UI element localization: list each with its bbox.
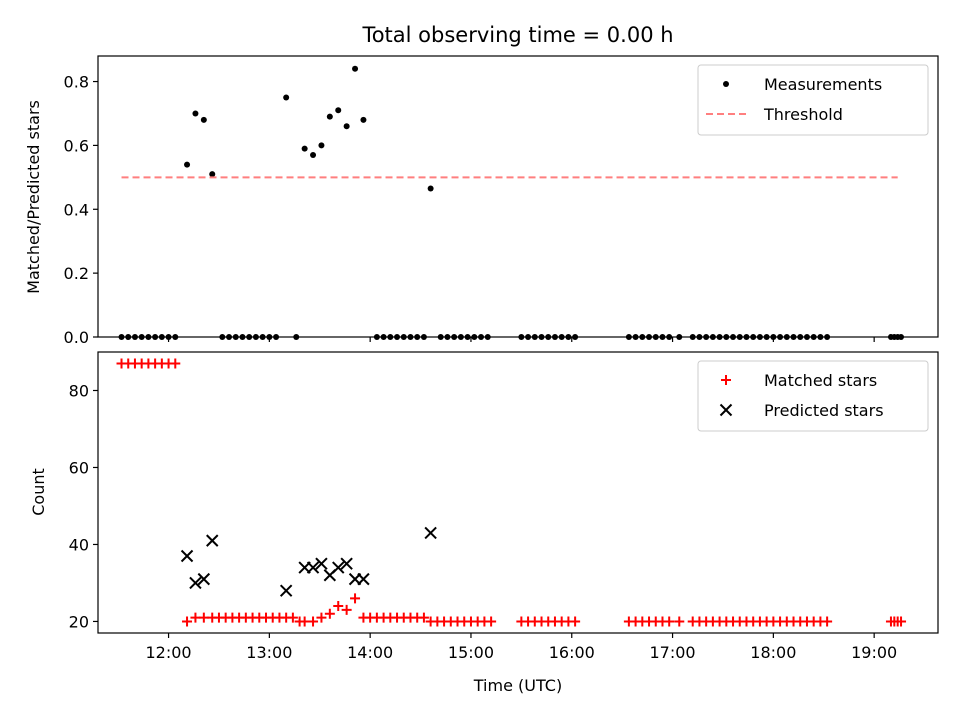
data-point (315, 557, 328, 570)
data-point (664, 616, 675, 627)
bottom-panel: 20 40 60 80 12:00 13:00 14:00 15:00 16:00 17:00 18… (29, 351, 939, 695)
y-tick-label: 60 (69, 458, 89, 477)
x-tick-label: 18:00 (750, 643, 796, 662)
data-point (308, 616, 319, 627)
data-point (332, 561, 345, 574)
data-point (310, 151, 317, 158)
data-point (170, 358, 181, 369)
legend-item: Measurements (723, 75, 882, 94)
data-point (570, 616, 581, 627)
data-point (427, 185, 434, 192)
top-axes: 0.0 0.2 0.4 0.6 0.8 (64, 55, 939, 347)
data-point (197, 572, 211, 586)
data-point (418, 612, 429, 623)
data-point (299, 616, 310, 627)
data-point (360, 116, 367, 123)
data-point (189, 576, 202, 590)
legend-swatch (719, 403, 733, 417)
x-tick-label: 17:00 (650, 643, 696, 662)
data-point (306, 561, 320, 574)
data-point (190, 612, 201, 623)
data-point (198, 612, 209, 623)
data-point (341, 604, 352, 615)
legend-box (697, 360, 929, 432)
data-point (316, 612, 327, 623)
top-y-axis-label: Matched/Predicted stars (24, 100, 43, 294)
y-tick-label: 40 (69, 535, 89, 554)
y-tick-label: 0.6 (64, 136, 89, 155)
bottom-axes: 20 40 60 80 12:00 13:00 14:00 15:00 16:00 17:00 18… (69, 351, 939, 662)
series-matched-stars (116, 358, 907, 627)
data-point (340, 557, 353, 570)
top-panel: Total observing time = 0.00 h 0.00.20.40… (24, 23, 939, 347)
data-point (343, 123, 350, 130)
x-axis-label: Time (UTC) (473, 676, 562, 695)
data-point (333, 601, 344, 612)
legend-swatch (723, 81, 729, 87)
legend-label: Threshold (763, 105, 843, 124)
data-point (283, 94, 290, 101)
x-tick-label: 16:00 (549, 643, 595, 662)
y-tick-label: 0.0 (64, 328, 89, 347)
y-tick-label: 0.4 (64, 200, 89, 219)
data-point (674, 616, 685, 627)
data-point (424, 526, 437, 540)
data-point (287, 612, 298, 623)
legend-item: Predicted stars (719, 401, 884, 420)
data-point (324, 608, 335, 619)
x-tick-label: 15:00 (448, 643, 494, 662)
x-tick-label: 19:00 (851, 643, 897, 662)
series-predicted-stars (180, 526, 437, 597)
y-tick-label: 20 (69, 612, 89, 631)
axes-frame (97, 351, 939, 634)
data-point (192, 110, 199, 117)
legend-label: Measurements (764, 75, 882, 94)
x-tick-label: 12:00 (146, 643, 192, 662)
data-point (352, 65, 359, 72)
data-point (209, 171, 216, 178)
legend-label: Predicted stars (764, 401, 884, 420)
data-point (335, 107, 342, 114)
legend-box (697, 64, 929, 136)
chart-title: Total observing time = 0.00 h (361, 23, 673, 47)
bottom-plot-area (116, 358, 907, 627)
legend-item: Threshold (706, 105, 843, 124)
top-legend: Measurements Threshold (697, 64, 929, 136)
data-point (182, 616, 193, 627)
x-tick-label: 14:00 (347, 643, 393, 662)
axes-frame (97, 55, 939, 338)
data-point (318, 142, 325, 149)
data-point (180, 549, 194, 563)
data-point (206, 534, 219, 547)
y-tick-label: 0.2 (64, 264, 89, 283)
legend-swatch (721, 375, 731, 385)
legend-label: Matched stars (764, 371, 877, 390)
data-point (326, 113, 333, 120)
y-tick-label: 0.8 (64, 73, 89, 92)
data-point (301, 145, 308, 152)
data-point (486, 616, 497, 627)
data-point (279, 584, 293, 597)
data-point (184, 161, 191, 168)
legend-item: Matched stars (721, 371, 877, 390)
data-point (200, 116, 207, 123)
data-point (822, 616, 833, 627)
data-point (357, 572, 370, 586)
data-point (350, 593, 361, 604)
bottom-legend: Matched stars Predicted stars (697, 360, 929, 432)
y-tick-label: 80 (69, 381, 89, 400)
bottom-y-axis-label: Count (29, 468, 48, 516)
x-tick-label: 13:00 (246, 643, 292, 662)
data-point (896, 616, 907, 627)
